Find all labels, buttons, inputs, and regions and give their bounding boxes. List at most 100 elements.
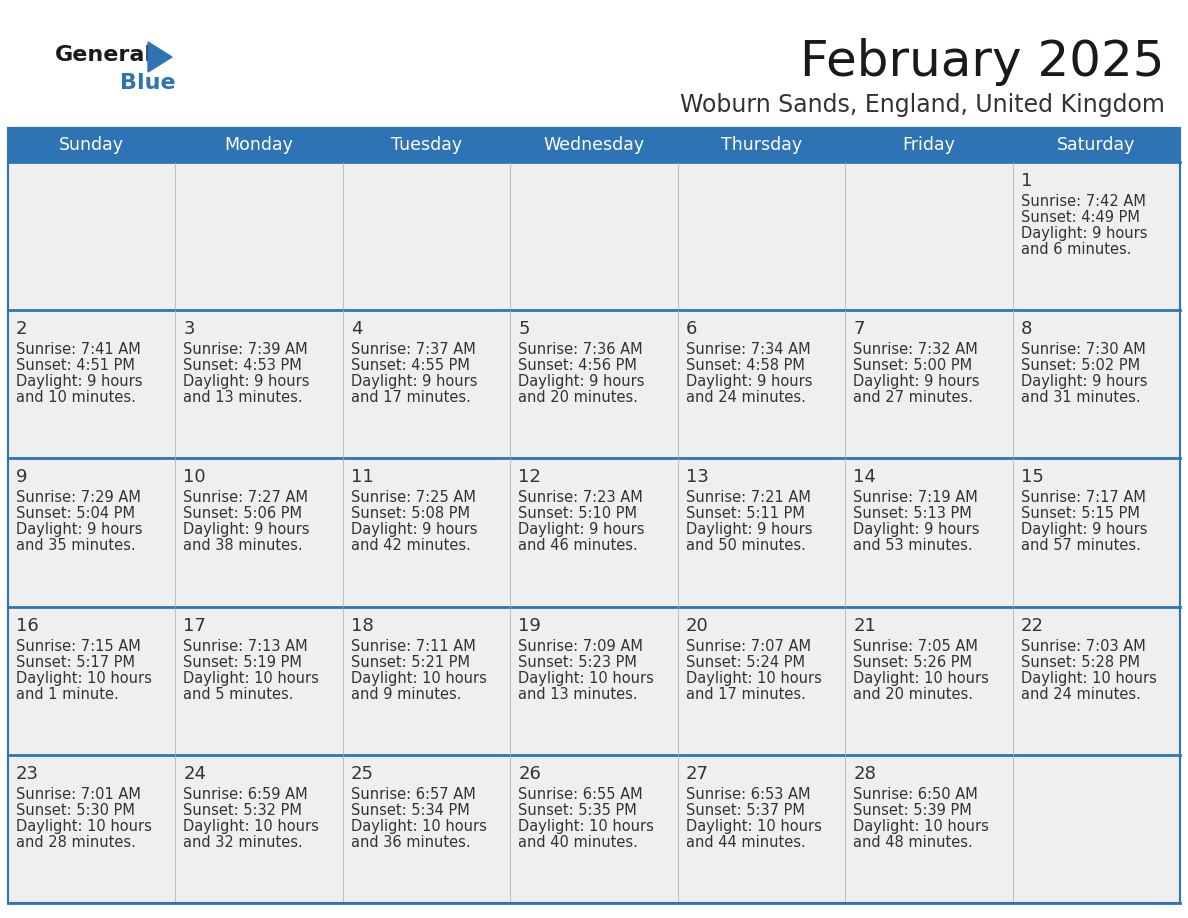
Text: Daylight: 10 hours: Daylight: 10 hours bbox=[15, 671, 152, 686]
Text: 8: 8 bbox=[1020, 320, 1032, 338]
Text: Daylight: 9 hours: Daylight: 9 hours bbox=[15, 375, 143, 389]
Text: Sunrise: 7:19 AM: Sunrise: 7:19 AM bbox=[853, 490, 978, 506]
Text: Daylight: 10 hours: Daylight: 10 hours bbox=[518, 671, 655, 686]
Text: Woburn Sands, England, United Kingdom: Woburn Sands, England, United Kingdom bbox=[680, 93, 1165, 117]
Bar bbox=[343, 755, 511, 903]
Text: and 17 minutes.: and 17 minutes. bbox=[350, 390, 470, 405]
Bar bbox=[8, 755, 176, 903]
Text: Sunrise: 6:57 AM: Sunrise: 6:57 AM bbox=[350, 787, 475, 801]
Text: and 1 minute.: and 1 minute. bbox=[15, 687, 119, 701]
Text: and 57 minutes.: and 57 minutes. bbox=[1020, 538, 1140, 554]
Text: Sunset: 5:35 PM: Sunset: 5:35 PM bbox=[518, 803, 637, 818]
Text: and 38 minutes.: and 38 minutes. bbox=[183, 538, 303, 554]
Text: Sunset: 5:32 PM: Sunset: 5:32 PM bbox=[183, 803, 302, 818]
Text: Sunset: 5:21 PM: Sunset: 5:21 PM bbox=[350, 655, 470, 669]
Bar bbox=[677, 755, 845, 903]
Text: Daylight: 10 hours: Daylight: 10 hours bbox=[518, 819, 655, 834]
Text: and 40 minutes.: and 40 minutes. bbox=[518, 834, 638, 850]
Text: Daylight: 9 hours: Daylight: 9 hours bbox=[1020, 375, 1148, 389]
Bar bbox=[176, 310, 343, 458]
Bar bbox=[176, 162, 343, 310]
Text: 3: 3 bbox=[183, 320, 195, 338]
Text: and 5 minutes.: and 5 minutes. bbox=[183, 687, 293, 701]
Text: Daylight: 10 hours: Daylight: 10 hours bbox=[853, 819, 990, 834]
Text: 22: 22 bbox=[1020, 617, 1043, 634]
Text: 7: 7 bbox=[853, 320, 865, 338]
Bar bbox=[845, 755, 1012, 903]
Text: Daylight: 9 hours: Daylight: 9 hours bbox=[350, 375, 478, 389]
Text: and 13 minutes.: and 13 minutes. bbox=[518, 687, 638, 701]
Text: and 31 minutes.: and 31 minutes. bbox=[1020, 390, 1140, 405]
Text: Sunrise: 7:34 AM: Sunrise: 7:34 AM bbox=[685, 342, 810, 357]
Text: Sunset: 4:51 PM: Sunset: 4:51 PM bbox=[15, 358, 135, 374]
Bar bbox=[511, 607, 677, 755]
Text: Wednesday: Wednesday bbox=[543, 136, 645, 154]
Text: Daylight: 10 hours: Daylight: 10 hours bbox=[685, 671, 822, 686]
Text: Sunset: 5:24 PM: Sunset: 5:24 PM bbox=[685, 655, 804, 669]
Text: 16: 16 bbox=[15, 617, 39, 634]
Bar bbox=[845, 607, 1012, 755]
Text: 15: 15 bbox=[1020, 468, 1043, 487]
Text: and 53 minutes.: and 53 minutes. bbox=[853, 538, 973, 554]
Text: Sunrise: 7:25 AM: Sunrise: 7:25 AM bbox=[350, 490, 475, 506]
Bar bbox=[677, 310, 845, 458]
Text: 23: 23 bbox=[15, 765, 39, 783]
Text: Daylight: 10 hours: Daylight: 10 hours bbox=[183, 671, 320, 686]
Text: Sunset: 5:06 PM: Sunset: 5:06 PM bbox=[183, 507, 303, 521]
Text: and 42 minutes.: and 42 minutes. bbox=[350, 538, 470, 554]
Text: Sunset: 4:58 PM: Sunset: 4:58 PM bbox=[685, 358, 804, 374]
Text: Sunrise: 7:03 AM: Sunrise: 7:03 AM bbox=[1020, 639, 1145, 654]
Text: and 10 minutes.: and 10 minutes. bbox=[15, 390, 135, 405]
Text: Sunset: 5:30 PM: Sunset: 5:30 PM bbox=[15, 803, 135, 818]
Text: Tuesday: Tuesday bbox=[391, 136, 462, 154]
Text: Sunset: 5:17 PM: Sunset: 5:17 PM bbox=[15, 655, 135, 669]
Text: Sunrise: 7:27 AM: Sunrise: 7:27 AM bbox=[183, 490, 309, 506]
Text: 12: 12 bbox=[518, 468, 542, 487]
Text: 18: 18 bbox=[350, 617, 373, 634]
Text: 20: 20 bbox=[685, 617, 708, 634]
Bar bbox=[1012, 162, 1180, 310]
Text: and 6 minutes.: and 6 minutes. bbox=[1020, 242, 1131, 257]
Text: Daylight: 9 hours: Daylight: 9 hours bbox=[685, 522, 813, 537]
Text: 26: 26 bbox=[518, 765, 542, 783]
Bar bbox=[511, 755, 677, 903]
Text: and 35 minutes.: and 35 minutes. bbox=[15, 538, 135, 554]
Text: Sunrise: 7:39 AM: Sunrise: 7:39 AM bbox=[183, 342, 308, 357]
Text: Sunset: 5:08 PM: Sunset: 5:08 PM bbox=[350, 507, 470, 521]
Bar bbox=[1012, 755, 1180, 903]
Text: Daylight: 9 hours: Daylight: 9 hours bbox=[1020, 522, 1148, 537]
Text: 10: 10 bbox=[183, 468, 206, 487]
Text: Sunrise: 7:11 AM: Sunrise: 7:11 AM bbox=[350, 639, 475, 654]
Text: Sunrise: 6:55 AM: Sunrise: 6:55 AM bbox=[518, 787, 643, 801]
Text: 5: 5 bbox=[518, 320, 530, 338]
Bar bbox=[8, 128, 1180, 162]
Text: Sunrise: 7:13 AM: Sunrise: 7:13 AM bbox=[183, 639, 308, 654]
Bar bbox=[511, 310, 677, 458]
Text: Daylight: 9 hours: Daylight: 9 hours bbox=[685, 375, 813, 389]
Text: Sunset: 5:23 PM: Sunset: 5:23 PM bbox=[518, 655, 637, 669]
Text: 4: 4 bbox=[350, 320, 362, 338]
Text: Sunrise: 7:36 AM: Sunrise: 7:36 AM bbox=[518, 342, 643, 357]
Text: 17: 17 bbox=[183, 617, 207, 634]
Text: Sunset: 5:13 PM: Sunset: 5:13 PM bbox=[853, 507, 972, 521]
Text: Monday: Monday bbox=[225, 136, 293, 154]
Bar bbox=[8, 607, 176, 755]
Bar bbox=[8, 162, 176, 310]
Bar bbox=[343, 310, 511, 458]
Text: Sunrise: 7:05 AM: Sunrise: 7:05 AM bbox=[853, 639, 978, 654]
Text: Daylight: 9 hours: Daylight: 9 hours bbox=[518, 375, 645, 389]
Bar bbox=[176, 607, 343, 755]
Text: Sunset: 5:28 PM: Sunset: 5:28 PM bbox=[1020, 655, 1139, 669]
Text: 9: 9 bbox=[15, 468, 27, 487]
Text: 1: 1 bbox=[1020, 172, 1032, 190]
Text: Daylight: 9 hours: Daylight: 9 hours bbox=[1020, 226, 1148, 241]
Text: and 48 minutes.: and 48 minutes. bbox=[853, 834, 973, 850]
Text: Sunset: 4:53 PM: Sunset: 4:53 PM bbox=[183, 358, 302, 374]
Text: and 24 minutes.: and 24 minutes. bbox=[1020, 687, 1140, 701]
Text: Daylight: 10 hours: Daylight: 10 hours bbox=[183, 819, 320, 834]
Bar bbox=[176, 755, 343, 903]
Text: 19: 19 bbox=[518, 617, 542, 634]
Text: Sunset: 5:19 PM: Sunset: 5:19 PM bbox=[183, 655, 302, 669]
Bar bbox=[1012, 310, 1180, 458]
Text: Sunset: 5:10 PM: Sunset: 5:10 PM bbox=[518, 507, 637, 521]
